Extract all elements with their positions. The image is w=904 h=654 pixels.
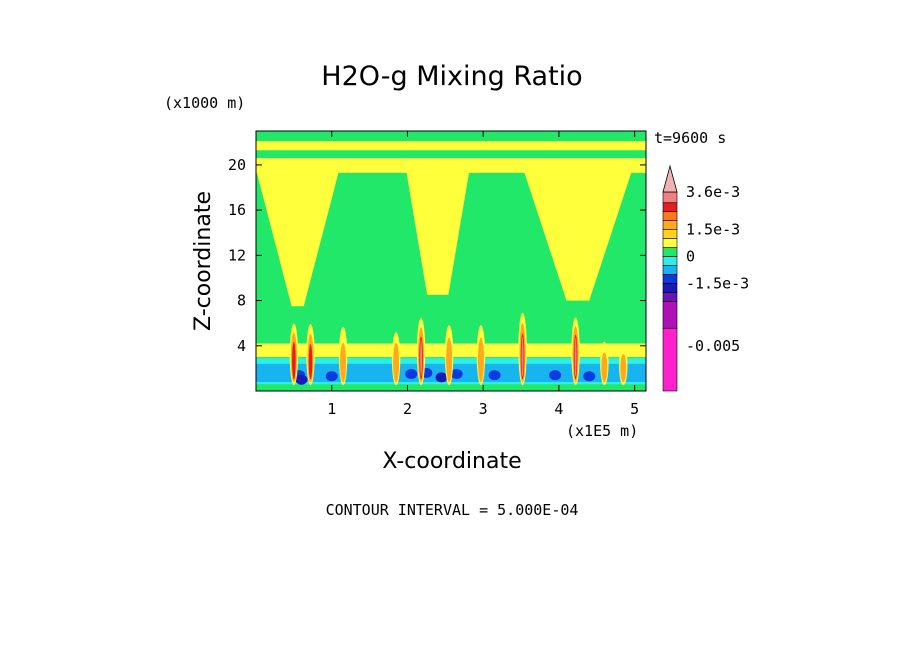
colorbar-swatch	[662, 327, 678, 392]
y-tick-label: 16	[228, 201, 246, 219]
y-axis-ticks: 4 8 12 16 20	[228, 156, 646, 355]
colorbar-swatch	[662, 301, 678, 329]
colorbar-swatch	[662, 191, 678, 204]
dry-patch	[435, 372, 448, 383]
x-tick-label: 4	[554, 400, 563, 418]
convective-core	[393, 342, 400, 383]
convective-core	[308, 344, 313, 380]
convective-core	[446, 337, 453, 383]
colorbar-swatch	[662, 283, 678, 293]
upper-moist-band	[256, 158, 646, 173]
contour-interval-label: CONTOUR INTERVAL = 5.000E-04	[326, 501, 579, 519]
time-label: t=9600 s	[654, 129, 726, 147]
dry-patch	[549, 370, 562, 381]
y-axis-label: Z-coordinate	[191, 191, 216, 331]
colorbar-swatch	[662, 265, 678, 275]
dry-patch	[450, 369, 463, 380]
moist-plume	[523, 169, 633, 301]
colorbar-swatch	[662, 292, 678, 302]
x-tick-label: 2	[403, 400, 412, 418]
colorbar: 3.6e-3 1.5e-3 0 -1.5e-3 -0.005	[662, 164, 749, 392]
colorbar-label: -0.005	[686, 337, 740, 355]
x-tick-label: 1	[327, 400, 336, 418]
x-tick-label: 3	[479, 400, 488, 418]
x-unit-label: (x1E5 m)	[566, 422, 638, 440]
colorbar-swatch	[662, 247, 678, 257]
x-tick-label: 5	[630, 400, 639, 418]
top-moist-band	[256, 141, 646, 151]
convective-core	[574, 337, 577, 377]
colorbar-swatch	[662, 238, 678, 248]
colorbar-overflow-arrow	[662, 164, 678, 193]
colorbar-label: 3.6e-3	[686, 183, 740, 201]
y-tick-label: 4	[237, 337, 246, 355]
convective-core	[620, 354, 627, 383]
y-unit-label: (x1000 m)	[164, 94, 245, 112]
colorbar-swatch	[662, 274, 678, 284]
convective-core	[601, 352, 608, 383]
chart-title: H2O-g Mixing Ratio	[321, 61, 582, 92]
dry-patch	[325, 371, 338, 382]
y-tick-label: 8	[237, 292, 246, 310]
plot-frame	[255, 130, 647, 392]
colorbar-label: 0	[686, 248, 695, 266]
y-tick-label: 12	[228, 246, 246, 264]
convective-core	[477, 337, 484, 383]
y-tick-label: 20	[228, 156, 246, 174]
colorbar-swatch	[662, 211, 678, 221]
dry-patch	[405, 369, 418, 380]
x-axis-label: X-coordinate	[382, 449, 521, 474]
convective-core	[521, 336, 524, 377]
colorbar-swatch	[662, 202, 678, 213]
contour-field	[256, 131, 646, 391]
colorbar-label: 1.5e-3	[686, 221, 740, 239]
colorbar-label: -1.5e-3	[686, 274, 749, 292]
colorbar-swatch	[662, 256, 678, 266]
colorbar-swatch	[662, 220, 678, 230]
convective-core	[292, 341, 296, 380]
moist-plume	[405, 169, 470, 295]
moist-plume	[256, 169, 340, 307]
dry-patch	[488, 370, 501, 381]
dry-patch	[295, 374, 308, 385]
dry-patch	[583, 371, 596, 382]
colorbar-swatch	[662, 229, 678, 239]
convective-core	[420, 339, 423, 377]
x-axis-ticks: 1 2 3 4 5	[327, 131, 639, 418]
convective-core	[340, 342, 347, 383]
